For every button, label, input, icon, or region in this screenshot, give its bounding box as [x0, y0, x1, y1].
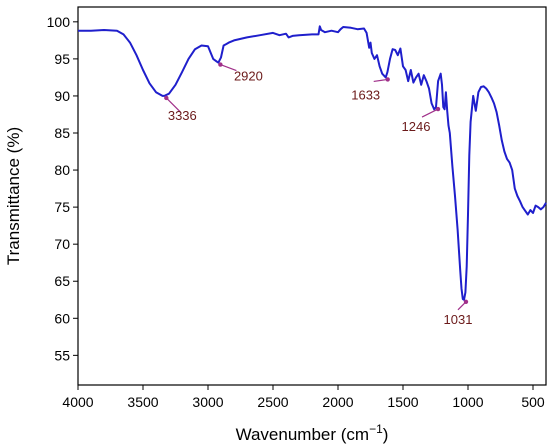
x-tick-label-3500: 3500	[127, 394, 158, 410]
y-tick-label-65: 65	[54, 273, 70, 289]
x-tick-label-2500: 2500	[257, 394, 288, 410]
annotation-arrowhead-3336	[164, 95, 169, 101]
y-axis-title: Transmittance (%)	[4, 127, 23, 265]
annotation-arrowhead-1633	[385, 77, 390, 82]
plot-area	[77, 6, 547, 386]
y-tick-label-60: 60	[54, 310, 70, 326]
annotation-label-1031: 1031	[444, 312, 473, 327]
annotation-label-3336: 3336	[168, 108, 197, 123]
x-axis-title: Wavenumber (cm−1)	[236, 422, 389, 444]
annotation-label-1633: 1633	[351, 87, 380, 102]
y-tick-label-85: 85	[54, 125, 70, 141]
annotation-arrow-3336	[165, 97, 181, 113]
annotation-arrow-2920	[220, 64, 237, 72]
x-axis-title-superscript: −1	[369, 422, 383, 436]
x-axis-title-main: Wavenumber (cm	[236, 425, 370, 444]
y-tick-label-95: 95	[54, 51, 70, 67]
annotation-arrowhead-1246	[435, 106, 441, 112]
x-tick-label-1500: 1500	[387, 394, 418, 410]
transmittance-line	[78, 25, 547, 301]
annotation-label-1246: 1246	[402, 119, 431, 134]
y-tick-label-100: 100	[47, 14, 71, 30]
x-axis: 4000 3500 3000 2500 2000 1500 1000 500	[62, 385, 545, 410]
x-axis-title-tail: )	[383, 425, 389, 444]
y-tick-label-75: 75	[54, 199, 70, 215]
annotation-arrowhead-2920	[218, 62, 223, 67]
peak-annotations: 3336 2920 1633 1246 1031	[164, 62, 473, 327]
x-tick-label-3000: 3000	[192, 394, 223, 410]
annotation-arrow-1633	[373, 78, 388, 83]
y-tick-label-70: 70	[54, 236, 70, 252]
annotation-label-2920: 2920	[234, 69, 263, 84]
y-tick-label-90: 90	[54, 88, 70, 104]
x-tick-label-1000: 1000	[452, 394, 483, 410]
y-tick-label-80: 80	[54, 162, 70, 178]
annotation-arrowhead-1031	[463, 299, 469, 304]
x-tick-label-4000: 4000	[62, 394, 93, 410]
x-tick-label-500: 500	[521, 394, 545, 410]
x-tick-label-2000: 2000	[322, 394, 353, 410]
y-tick-label-55: 55	[54, 347, 70, 363]
annotation-arrow-1246	[421, 108, 439, 118]
y-axis: 55 60 65 70 75 80 85 90 95 100	[47, 14, 78, 363]
